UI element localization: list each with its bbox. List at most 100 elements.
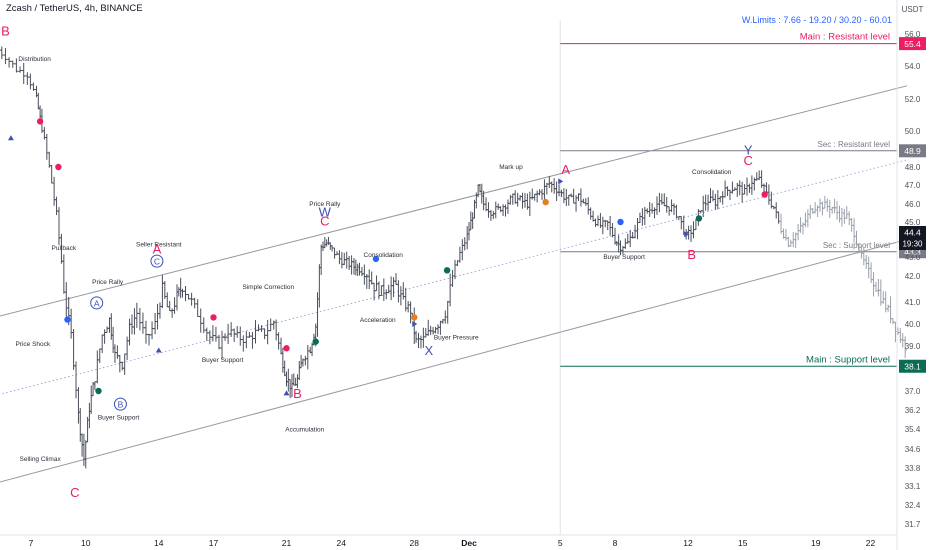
candle-363 [876, 278, 881, 297]
candle-143 [352, 258, 356, 275]
annotation-9: A [94, 298, 100, 308]
candle-9 [28, 73, 33, 90]
candle-194 [470, 212, 475, 229]
y-tick-12: 39.0 [905, 342, 921, 351]
candle-72 [177, 287, 181, 297]
annotation-9-ring [90, 296, 104, 310]
channel-mid-line [0, 159, 908, 395]
annotation-3: Pullback [52, 245, 77, 252]
candle-55 [132, 308, 137, 335]
candle-275 [662, 193, 667, 207]
candle-58 [141, 312, 145, 334]
candles [0, 46, 907, 469]
y-tick-0: 56.0 [905, 30, 921, 39]
y-tick-13: 37.0 [905, 387, 921, 396]
x-tick-12: 19 [811, 538, 821, 548]
candle-4 [10, 60, 15, 68]
candle-321 [774, 202, 779, 219]
candle-367 [886, 304, 890, 312]
candle-39 [95, 350, 100, 384]
candle-68 [167, 301, 172, 312]
candle-167 [408, 301, 413, 324]
candle-230 [554, 181, 559, 202]
candle-34 [85, 416, 90, 443]
candle-161 [394, 273, 398, 285]
candle-23 [62, 254, 66, 294]
candle-330 [796, 223, 800, 241]
candle-118 [299, 354, 303, 369]
candle-349 [842, 208, 847, 224]
candle-175 [426, 319, 431, 336]
candle-27 [71, 328, 76, 370]
candle-56 [135, 302, 139, 328]
candle-265 [638, 212, 642, 224]
y-tick-19: 32.4 [905, 501, 921, 510]
x-tick-7: Dec [461, 538, 477, 548]
candle-358 [864, 254, 869, 269]
level-tag-0: 55.4 [904, 39, 921, 49]
candle-302 [728, 189, 732, 200]
y-tick-3: 50.0 [905, 127, 921, 136]
candle-107 [279, 337, 283, 355]
candle-266 [640, 208, 645, 226]
signal-dot-10 [542, 198, 549, 206]
candle-75 [183, 286, 188, 302]
candle-19 [52, 176, 56, 206]
candle-172 [419, 335, 423, 349]
candle-153 [374, 275, 379, 292]
candle-368 [888, 296, 893, 324]
candle-163 [399, 286, 403, 306]
signal-dot-0 [36, 118, 44, 125]
candle-205 [493, 201, 498, 219]
annotation-22: Acceleration [360, 317, 396, 324]
candle-347 [837, 205, 842, 223]
candle-215 [518, 195, 522, 201]
candle-174 [424, 328, 428, 338]
candle-292 [703, 194, 708, 211]
candle-226 [545, 182, 549, 195]
candle-63 [155, 303, 160, 330]
annotation-15: Simple Correction [242, 284, 294, 291]
x-tick-10: 12 [683, 538, 693, 548]
annotation-31: C [744, 153, 753, 168]
candle-209 [503, 204, 508, 217]
candle-297 [716, 190, 720, 210]
candle-21 [57, 207, 61, 246]
candle-213 [513, 190, 518, 204]
candle-268 [645, 208, 650, 214]
signal-dot-11 [617, 218, 624, 226]
annotation-14: Buyer Support [202, 357, 244, 364]
annotation-30: Y [744, 142, 753, 157]
candle-152 [372, 282, 376, 301]
candle-96 [247, 331, 252, 338]
candle-192 [467, 222, 471, 241]
candle-214 [515, 192, 520, 207]
candle-137 [337, 250, 342, 265]
candle-233 [562, 188, 566, 204]
level-tag-3: 38.1 [904, 361, 921, 371]
candle-362 [874, 281, 878, 292]
candle-348 [840, 208, 844, 227]
candle-309 [745, 177, 749, 196]
candle-179 [436, 324, 440, 335]
marker-triangle-5 [684, 231, 690, 238]
candle-47 [113, 344, 117, 364]
candle-87 [220, 330, 224, 359]
annotation-20: C [320, 214, 329, 229]
current-price-tag: 44.4 [904, 228, 921, 238]
candle-120 [303, 355, 308, 366]
candle-140 [344, 251, 349, 269]
annotation-25: Mark up [499, 164, 523, 171]
candle-263 [633, 224, 637, 239]
candle-202 [486, 202, 491, 218]
candle-197 [476, 184, 480, 198]
candle-148 [362, 264, 367, 285]
candle-259 [623, 238, 628, 249]
candle-285 [686, 225, 691, 240]
candle-93 [238, 326, 243, 346]
candle-216 [520, 192, 525, 209]
level-label-0: Main : Resistant level [800, 32, 890, 43]
candle-18 [49, 164, 54, 184]
